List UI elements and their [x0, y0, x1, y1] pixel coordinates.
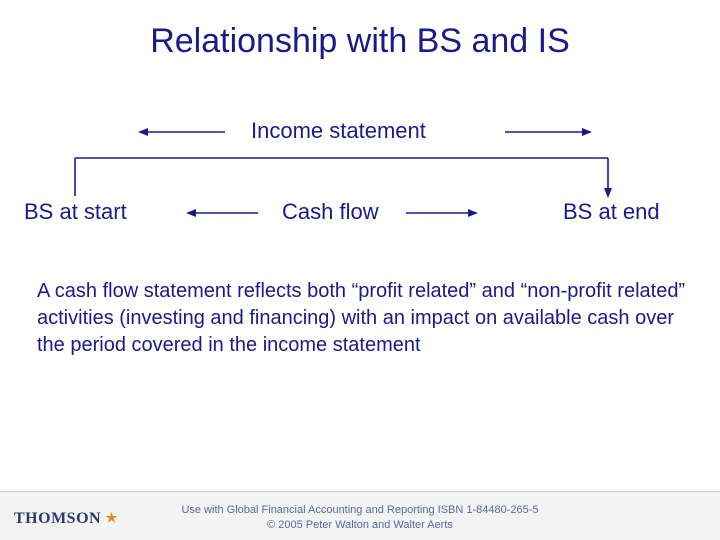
- label-cash-flow: Cash flow: [282, 199, 379, 225]
- slide: Relationship with BS and IS Income state…: [0, 0, 720, 540]
- footer-line1: Use with Global Financial Accounting and…: [181, 504, 538, 516]
- label-income-statement: Income statement: [251, 118, 426, 144]
- body-paragraph: A cash flow statement reflects both “pro…: [37, 278, 687, 359]
- label-bs-start: BS at start: [24, 199, 127, 225]
- footer: THOMSON ★ Use with Global Financial Acco…: [0, 491, 720, 540]
- label-bs-end: BS at end: [563, 199, 660, 225]
- footer-line2: © 2005 Peter Walton and Walter Aerts: [267, 519, 453, 531]
- diagram-arrows: [0, 0, 720, 540]
- footer-copyright: Use with Global Financial Accounting and…: [0, 503, 720, 532]
- slide-title: Relationship with BS and IS: [0, 22, 720, 61]
